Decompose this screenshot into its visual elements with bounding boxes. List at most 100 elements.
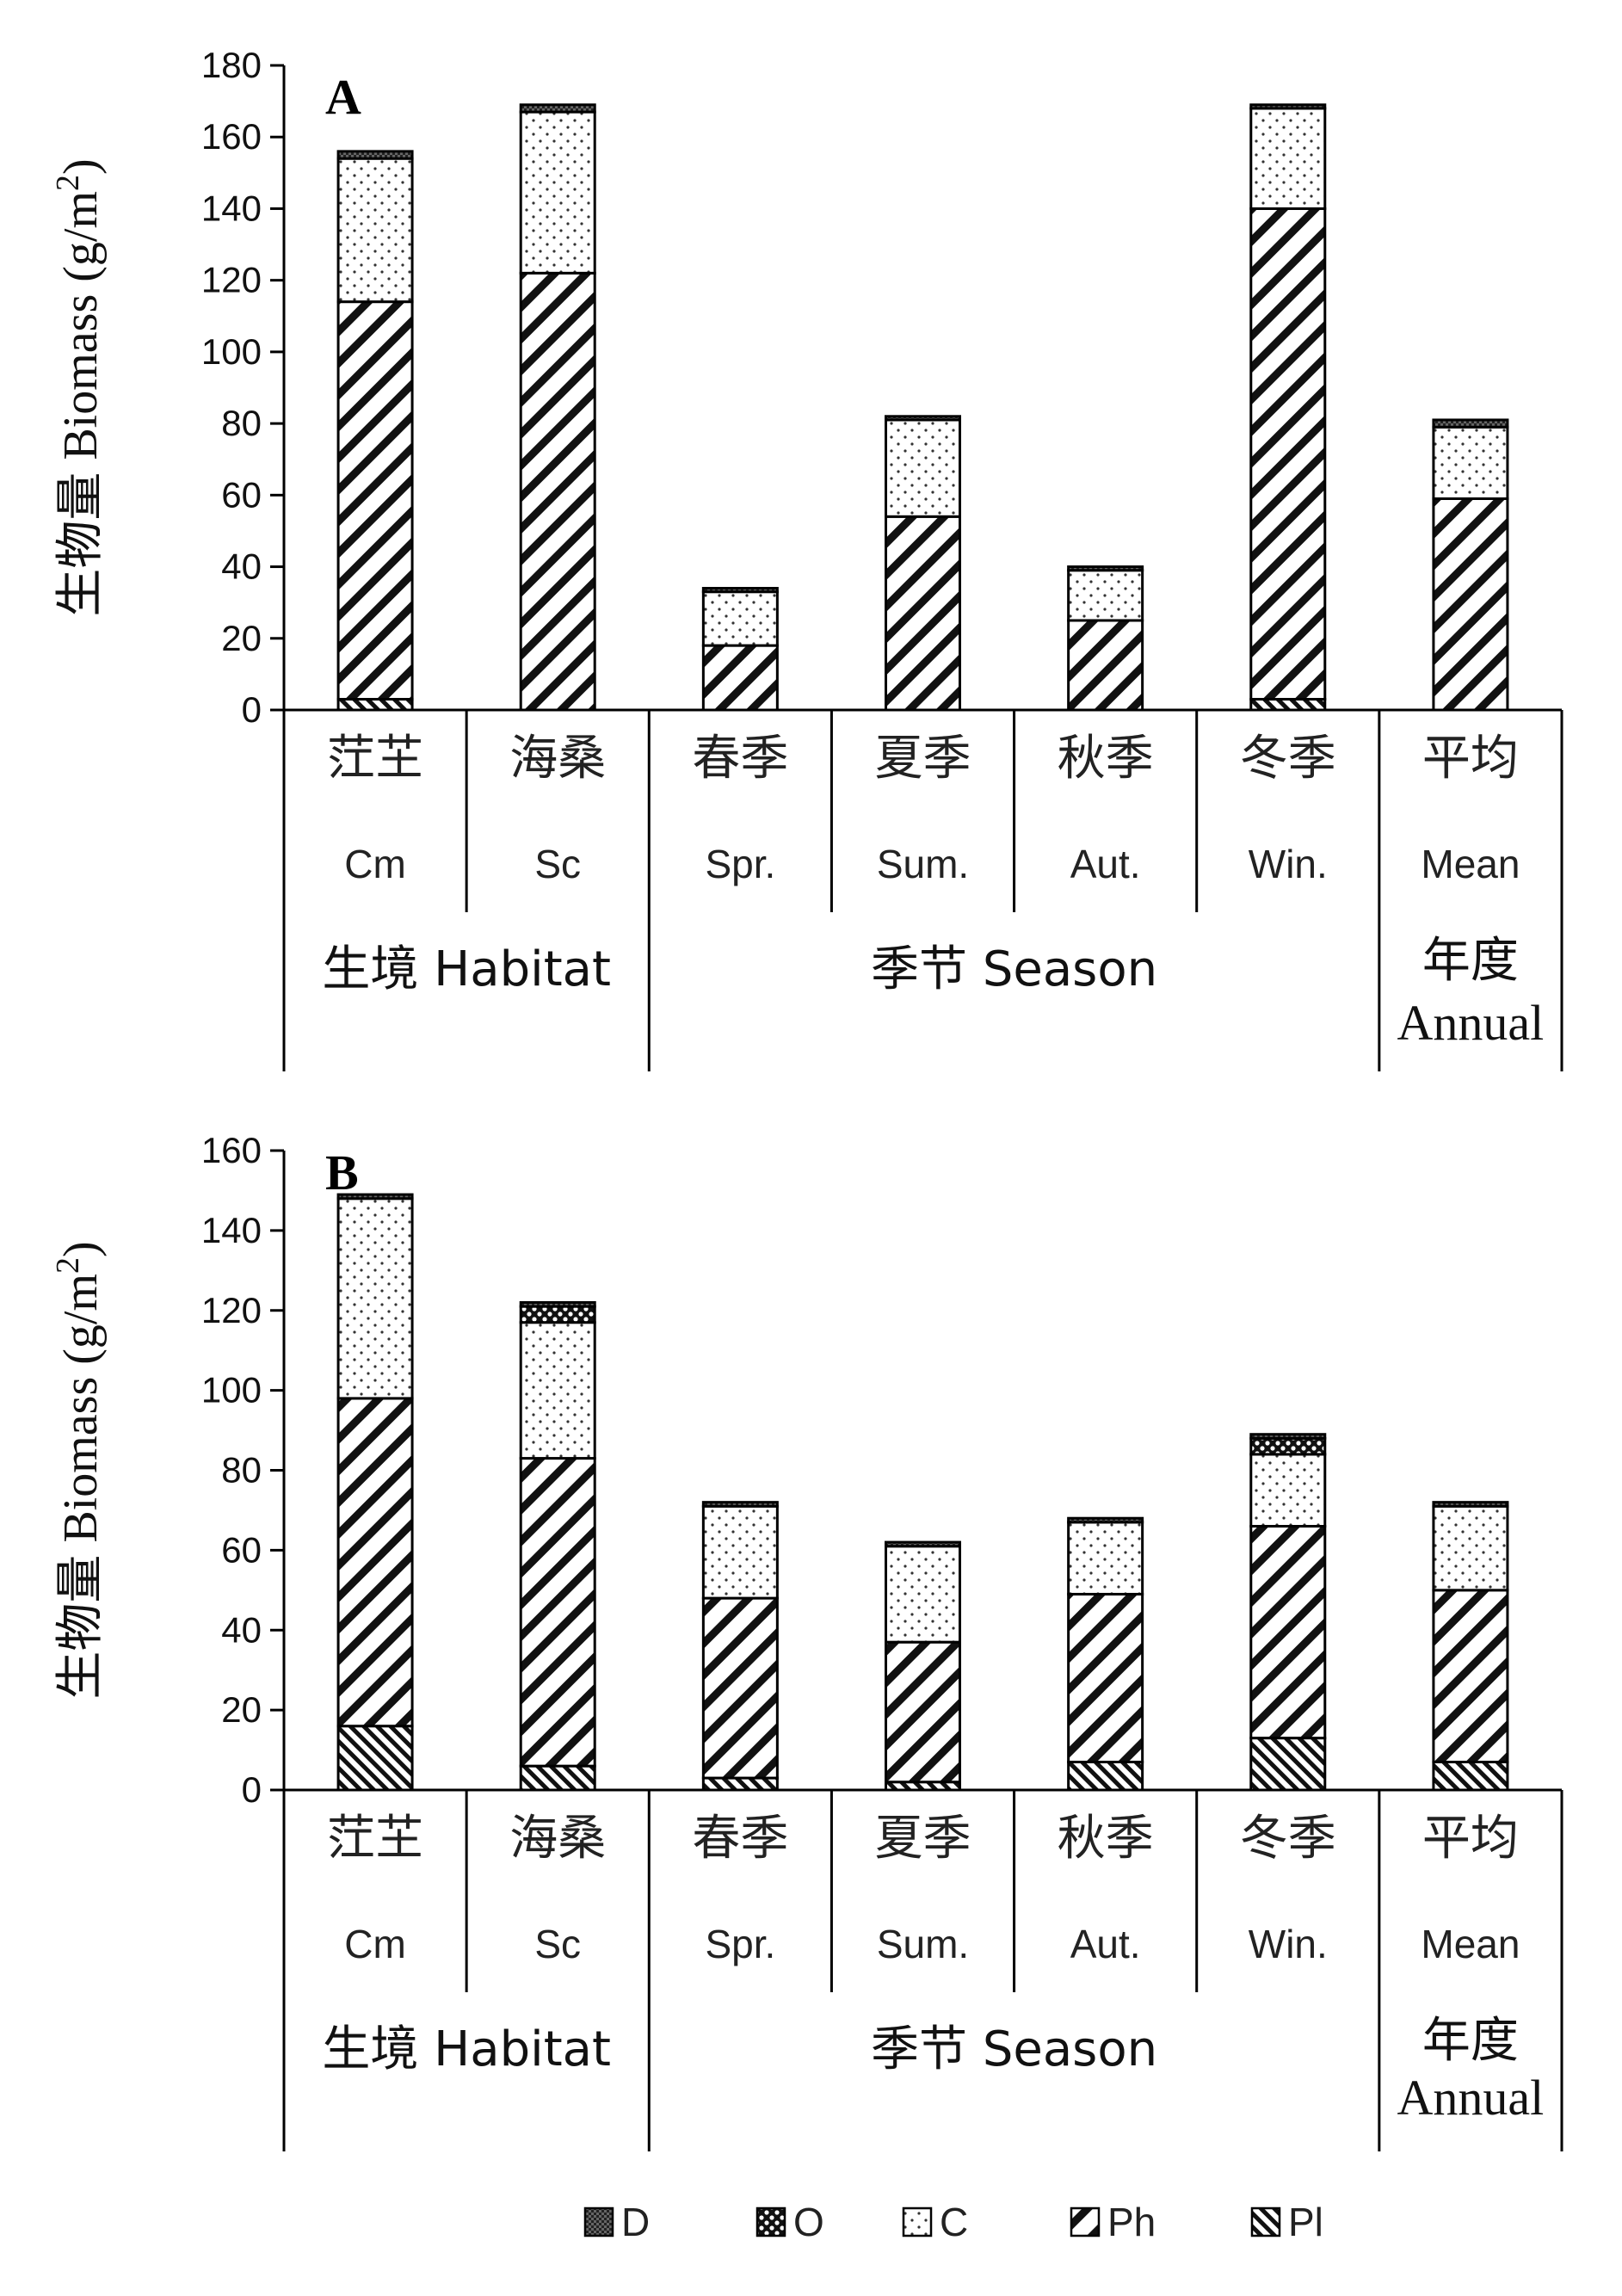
y-tick-label: 120: [201, 260, 262, 300]
bar-segment-d-win: [1249, 1433, 1327, 1440]
bar-segment-d-sc: [519, 103, 596, 114]
bar-segment-ph-mean: [1432, 1589, 1509, 1763]
legend-swatch-pl: [1250, 2207, 1281, 2237]
group-label-zh: 年度: [1422, 933, 1519, 989]
y-tick-label: 80: [221, 1450, 262, 1491]
bar-segment-d-spr: [701, 587, 779, 594]
y-tick-label: 20: [221, 1689, 262, 1730]
panel-label: A: [325, 69, 361, 125]
category-label: Spr.: [705, 1922, 775, 1966]
y-tick-label: 0: [242, 1769, 262, 1810]
bar-segment-d-cm: [336, 150, 414, 160]
bar-segment-c-cm: [336, 1197, 414, 1400]
bar-segment-pl-spr: [701, 1776, 779, 1792]
legend-label-c: C: [940, 2200, 968, 2244]
bar-segment-pl-win: [1249, 698, 1327, 712]
y-tick-label: 40: [221, 1609, 262, 1650]
bar-segment-d-cm: [336, 1193, 414, 1200]
group-label-zh: 生境 Habitat: [322, 941, 611, 997]
category-label-zh: 海桑: [509, 1811, 606, 1867]
bar-segment-ph-aut: [1067, 619, 1144, 712]
y-tick-label: 40: [221, 546, 262, 587]
bar-segment-ph-spr: [701, 1596, 779, 1780]
category-label: Spr.: [705, 842, 775, 886]
group-label: Habitat: [434, 2021, 611, 2077]
category-label: Mean: [1421, 842, 1520, 886]
category-label: Win.: [1249, 842, 1328, 886]
bar-segment-pl-win: [1249, 1737, 1327, 1792]
bar-segment-c-win: [1249, 107, 1327, 210]
bar-segment-c-sc: [519, 110, 596, 275]
bar-segment-ph-sum: [885, 515, 961, 712]
bar-segment-ph-aut: [1067, 1592, 1144, 1763]
bar-segment-c-win: [1249, 1453, 1327, 1528]
y-tick-label: 0: [242, 689, 262, 730]
legend-swatch-d: [583, 2207, 614, 2237]
y-axis-label: 生物量 Biomass (g/m2): [50, 158, 108, 616]
bar-segment-c-spr: [701, 1504, 779, 1600]
bar-segment-c-cm: [336, 157, 414, 304]
bar-segment-c-mean: [1432, 425, 1509, 500]
bar-segment-ph-mean: [1432, 497, 1509, 712]
category-label: Cm: [344, 1922, 406, 1966]
y-tick-label: 60: [221, 1529, 262, 1570]
bar-segment-ph-sum: [885, 1640, 961, 1784]
category-label-zh: 海桑: [509, 731, 606, 787]
bar-segment-ph-sc: [519, 271, 596, 712]
category-label-zh: 夏季: [875, 731, 971, 787]
legend-label-o: O: [793, 2200, 824, 2244]
chart-panel-A: 0 20 40 60 80 100 120 140 160 180 生物量 Biomass (g/m…: [50, 45, 1563, 1071]
bar-segment-d-sum: [885, 415, 961, 422]
group-label: Annual: [1397, 2070, 1545, 2126]
category-label: Mean: [1421, 1922, 1520, 1966]
bar-segment-ph-cm: [336, 300, 414, 701]
group-label-zh: 季节 Season: [871, 941, 1157, 997]
bar-segment-d-win: [1249, 103, 1327, 110]
bar-segment-o-win: [1249, 1436, 1327, 1456]
group-label: Season: [983, 2021, 1157, 2077]
bar-segment-d-spr: [701, 1501, 779, 1508]
category-label-zh: 平均: [1422, 731, 1519, 787]
bar-segment-pl-mean: [1432, 1760, 1509, 1792]
bar-segment-ph-cm: [336, 1397, 414, 1728]
category-label: Sc: [534, 842, 581, 886]
legend-label-d: D: [621, 2200, 650, 2244]
bar-segment-c-sum: [885, 418, 961, 518]
category-label-zh: 夏季: [875, 1811, 971, 1867]
category-label-zh: 冬季: [1240, 731, 1336, 787]
panel-label: B: [325, 1145, 359, 1200]
bar-segment-d-aut: [1067, 1516, 1144, 1524]
bar-segment-pl-aut: [1067, 1760, 1144, 1792]
category-label-zh: 春季: [692, 1811, 788, 1867]
category-label-zh: 秋季: [1058, 731, 1154, 787]
bar-segment-ph-sc: [519, 1457, 596, 1768]
legend-swatch-c: [902, 2207, 933, 2237]
bar-segment-c-mean: [1432, 1504, 1509, 1592]
bar-segment-o-sc: [519, 1305, 596, 1324]
bar-segment-ph-spr: [701, 644, 779, 712]
category-label: Aut.: [1070, 842, 1141, 886]
group-label-zh: 年度: [1422, 2013, 1519, 2069]
bar-segment-d-aut: [1067, 565, 1144, 572]
category-label: Sum.: [877, 1922, 969, 1966]
legend: D O C Ph Pl: [583, 2200, 1323, 2244]
chart-panel-B: 0 20 40 60 80 100 120 140 160 生物量 Biomass (g/m2) B…: [50, 1130, 1563, 2151]
y-tick-label: 160: [201, 116, 262, 157]
bar-segment-c-sum: [885, 1545, 961, 1644]
group-label: Annual: [1397, 995, 1545, 1051]
legend-label-pl: Pl: [1288, 2200, 1323, 2244]
group-label-zh: 季节 Season: [871, 2021, 1157, 2077]
y-tick-label: 140: [201, 188, 262, 228]
y-tick-label: 60: [221, 474, 262, 515]
group-label: Season: [983, 941, 1157, 997]
y-tick-label: 140: [201, 1210, 262, 1250]
legend-swatch-ph: [1070, 2207, 1101, 2237]
bar-segment-c-sc: [519, 1321, 596, 1460]
bar-segment-d-sum: [885, 1540, 961, 1548]
y-tick-label: 100: [201, 1370, 262, 1410]
category-label-zh: 茳芏: [327, 731, 423, 787]
category-label: Aut.: [1070, 1922, 1141, 1966]
bar-segment-pl-cm: [336, 1725, 414, 1792]
group-label: Habitat: [434, 941, 611, 997]
bar-segment-d-mean: [1432, 1501, 1509, 1508]
